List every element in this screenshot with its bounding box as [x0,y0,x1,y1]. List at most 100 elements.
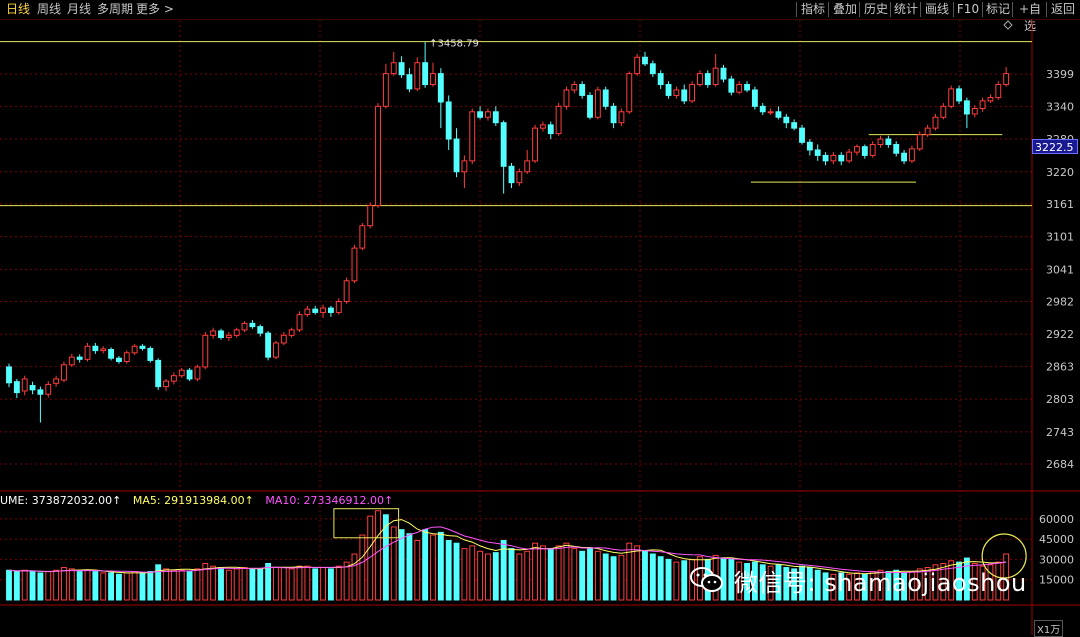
tab-0[interactable]: 日线 [6,2,31,16]
volume-bar [249,568,256,601]
volume-legend-vol: UME: 373872032.00↑ [0,494,122,507]
volume-bar [155,564,162,601]
volume-bar [485,553,491,601]
volume-tick-label: 60000 [1039,513,1074,526]
volume-bar [147,571,154,601]
candle-body [712,67,719,86]
candle-body [524,160,531,173]
volume-bar [453,542,460,601]
candle-body [430,73,436,86]
candle-body [869,144,876,156]
toolbar-button-1[interactable]: 叠加 [832,2,857,16]
volume-bar [37,572,44,601]
volume-bar [21,569,28,601]
candle-body [893,144,900,154]
candle-body [280,334,287,344]
candle-body [485,111,491,118]
candle-body [84,345,91,360]
volume-bar [846,573,853,601]
candle-body [163,380,169,388]
volume-bar [320,567,326,601]
volume-bar [932,564,939,601]
candle-body [956,88,962,102]
candle-body [830,154,837,162]
volume-bar [806,567,813,601]
volume-bar [241,567,248,601]
toolbar-button-2[interactable]: 历史 [863,2,888,16]
candle-body [759,105,766,113]
volume-bar [744,562,750,601]
volume-ma10-line [8,526,1007,573]
toolbar-button-7[interactable]: +自选 [1018,2,1042,33]
volume-tick-label: 15000 [1039,574,1074,587]
candle-body [92,345,99,352]
volume-bar [916,568,923,601]
volume-bar [681,560,688,601]
volume-bar [92,571,99,601]
candle-body [469,111,476,162]
candle-body [202,334,209,368]
toolbar-button-3[interactable]: 统计 [893,2,918,16]
toolbar-separator [982,2,983,17]
volume-bar [555,545,562,601]
candle-body [437,73,444,103]
scroll-marker-icon [1003,20,1013,30]
volume-bar [673,561,680,601]
toolbar-button-5[interactable]: F10 [956,2,980,16]
volume-bar [469,545,476,601]
volume-bar [312,568,319,601]
watermark-text: 微信号: shamaojiaoshou [734,568,1027,597]
candle-body [877,138,884,146]
volume-bar [139,572,146,601]
price-tick-label: 2743 [1046,426,1074,439]
volume-bar [492,552,499,601]
toolbar-separator [953,2,954,17]
toolbar-button-8[interactable]: 返回 [1050,2,1075,16]
candle-body [720,67,727,80]
candle-body [6,366,12,384]
watermark: 微信号: shamaojiaoshou [690,563,1027,597]
tab-2[interactable]: 月线 [67,2,92,16]
candle-body [963,100,970,115]
toolbar-separator [890,2,891,17]
candle-body [288,329,295,336]
candle-body [186,369,193,380]
toolbar-button-0[interactable]: 指标 [800,2,825,16]
candle-body [13,381,20,394]
candle-body [312,308,319,313]
candle-body [854,146,860,153]
tab-3[interactable]: 多周期 [97,2,134,16]
candle-body [587,94,593,118]
candle-body [901,152,908,162]
volume-bar [13,571,20,601]
tab-4[interactable]: 更多 > [136,2,174,16]
tab-1[interactable]: 周线 [37,2,62,16]
volume-bar [814,569,821,601]
candle-body [932,116,939,129]
volume-bar [398,529,405,601]
volume-bar [335,565,342,601]
toolbar-button-6[interactable]: 标记 [985,2,1010,16]
candle-body [516,171,523,184]
candle-body [602,89,609,107]
volume-bar [29,571,36,601]
candle-body [822,154,829,162]
current-price-tag: 3222.5 [1032,139,1078,154]
volume-bar [971,562,978,601]
volume-bar [218,567,224,601]
volume-bar [885,571,892,601]
volume-bar [359,534,366,601]
volume-bar [539,545,546,601]
candle-body [359,225,366,249]
candle-body [29,384,36,391]
candle-body [335,301,342,313]
volume-bar [61,567,67,601]
volume-bar [822,572,829,601]
candle-body [257,326,264,334]
highlight-circle [981,533,1027,579]
candle-body [139,345,146,349]
volume-bar [579,550,586,601]
volume-bar [375,510,381,601]
toolbar-button-4[interactable]: 画线 [924,2,949,16]
candle-body [736,84,743,93]
